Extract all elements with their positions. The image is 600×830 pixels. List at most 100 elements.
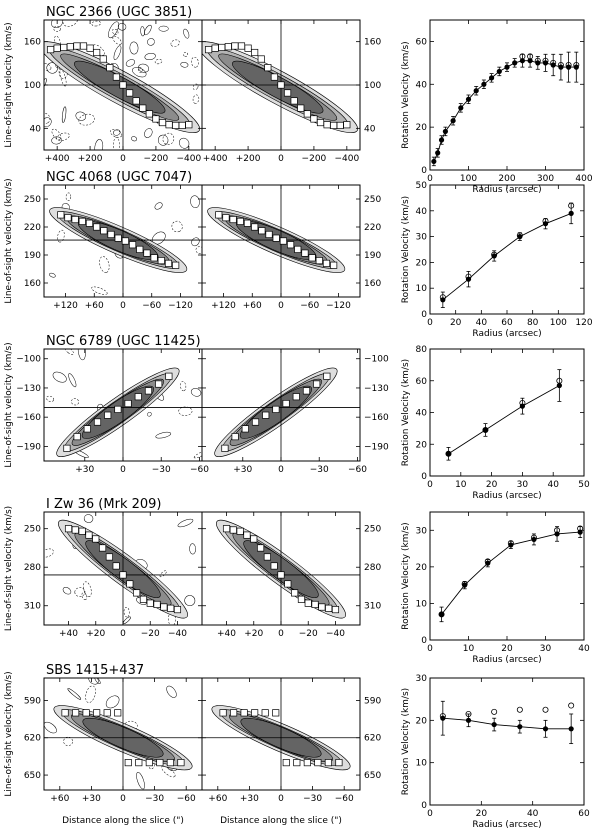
rc-x-tick-label: 20 <box>501 644 513 654</box>
velocity-point <box>85 531 93 539</box>
velocity-point <box>231 433 239 441</box>
velocity-point <box>165 121 173 129</box>
velocity-point <box>144 387 153 395</box>
noise-contour <box>138 67 143 73</box>
galaxy-row-4: I Zw 36 (Mrk 209)+40 +20 0 −20 −40250280310+… <box>4 497 590 665</box>
rc-filled-point <box>473 88 479 94</box>
velocity-point <box>133 589 141 597</box>
velocity-point <box>302 387 311 395</box>
rc-filled-point <box>440 297 446 303</box>
velocity-point <box>343 121 351 129</box>
x-tick-label: 0 <box>120 154 126 164</box>
velocity-point <box>136 245 144 253</box>
rc-x-axis-label: Radius (arcsec) <box>472 820 541 830</box>
noise-contour <box>94 678 101 685</box>
noise-contour <box>123 607 130 618</box>
rc-filled-point <box>508 542 514 548</box>
rc-filled-point <box>491 253 497 259</box>
rc-y-tick-label: 30 <box>416 674 428 684</box>
galaxy-title: NGC 2366 (UGC 3851) <box>46 5 192 20</box>
y-tick-label: 100 <box>364 81 381 91</box>
pv-x-axis-label: Distance along the slice (") <box>220 816 342 826</box>
rc-filled-point <box>458 105 464 111</box>
rc-x-axis-label: Radius (arcsec) <box>472 491 541 501</box>
velocity-point <box>311 600 319 609</box>
velocity-point <box>222 525 231 533</box>
noise-contour <box>184 595 196 606</box>
y-tick-label: 250 <box>24 525 41 535</box>
rc-x-tick-label: 0 <box>427 644 433 654</box>
velocity-point <box>167 604 175 612</box>
pv-model-panel: +120 +60 0 −60 −120 160 190 220 250 <box>201 184 381 311</box>
noise-contour <box>190 388 202 397</box>
x-tick-label: +20 <box>86 629 105 639</box>
velocity-point <box>126 580 134 588</box>
velocity-point <box>57 211 65 219</box>
rc-x-tick-label: 120 <box>575 318 592 328</box>
x-tick-label: 0 <box>120 301 126 311</box>
pv-model-panel: +400 +200 0 −200 −400 40 100 160 <box>201 19 381 164</box>
velocity-point <box>78 217 86 225</box>
pv-data-panel: +400 +200 0 −200 −400 40 100 160 <box>24 19 203 164</box>
noise-contour <box>132 67 147 78</box>
rc-filled-point <box>504 64 510 70</box>
x-tick-label: 0 <box>278 794 284 804</box>
galaxy-title: NGC 6789 (UGC 11425) <box>46 334 201 349</box>
rc-x-tick-label: 10 <box>463 644 475 654</box>
noise-contour <box>159 570 167 578</box>
velocity-point <box>277 571 285 579</box>
noise-contour <box>63 736 73 746</box>
pv-x-axis-label: Distance along the slice (") <box>62 816 184 826</box>
noise-contour <box>193 449 202 459</box>
x-tick-label: +400 <box>203 154 228 164</box>
rc-x-tick-label: 40 <box>476 318 488 328</box>
velocity-point <box>166 759 174 767</box>
x-tick-label: −400 <box>334 154 359 164</box>
velocity-point <box>177 759 185 767</box>
rc-x-tick-label: 20 <box>486 480 498 490</box>
rc-filled-point <box>573 64 579 70</box>
x-tick-label: +30 <box>75 465 94 475</box>
velocity-point <box>178 121 186 129</box>
y-tick-label: 40 <box>364 124 376 134</box>
y-tick-label: 220 <box>24 223 41 233</box>
velocity-point <box>236 217 244 225</box>
velocity-point <box>313 380 321 388</box>
rc-filled-point <box>558 64 564 70</box>
velocity-point <box>218 43 226 51</box>
velocity-point <box>112 562 120 570</box>
noise-contour <box>123 616 131 624</box>
rc-x-tick-label: 80 <box>527 318 539 328</box>
noise-contour <box>191 237 200 247</box>
pv-model-panel: +40 +20 0 −20 −40 250 280 310 <box>201 511 381 639</box>
x-tick-label: −20 <box>299 629 318 639</box>
x-tick-label: −60 <box>300 301 319 311</box>
noise-contour <box>155 431 172 439</box>
noise-contour <box>166 685 177 698</box>
velocity-point <box>301 249 309 257</box>
x-tick-label: +400 <box>45 154 70 164</box>
velocity-point <box>293 759 301 767</box>
velocity-point <box>156 759 164 767</box>
y-tick-label: 100 <box>24 81 41 91</box>
velocity-point <box>103 709 111 717</box>
y-tick-label: 190 <box>24 251 41 261</box>
rc-filled-point <box>481 81 487 87</box>
x-tick-label: 0 <box>120 629 126 639</box>
velocity-point <box>323 121 331 129</box>
velocity-point <box>100 227 108 235</box>
velocity-point <box>323 372 331 380</box>
rc-filled-point <box>442 128 448 135</box>
rc-x-tick-label: 50 <box>578 480 590 490</box>
noise-contour <box>189 543 196 555</box>
velocity-point <box>119 81 127 89</box>
noise-contour <box>83 514 94 523</box>
velocity-point <box>287 241 295 249</box>
velocity-point <box>66 43 74 51</box>
x-tick-label: −200 <box>302 154 327 164</box>
noise-contour <box>62 587 72 595</box>
velocity-point <box>47 46 55 54</box>
noise-contour <box>81 592 88 600</box>
velocity-point <box>272 234 280 242</box>
velocity-point <box>145 759 153 767</box>
